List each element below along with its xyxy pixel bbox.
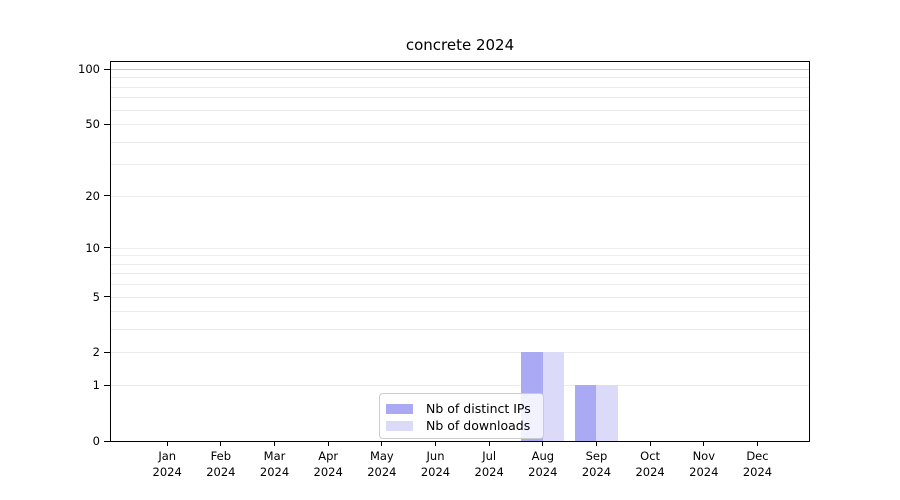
x-tick <box>381 441 383 446</box>
gridline <box>111 273 809 275</box>
bar-downloads-sep <box>596 385 618 441</box>
x-tick-label: Apr 2024 <box>313 449 343 479</box>
y-tick <box>104 440 110 442</box>
y-tick <box>104 247 110 249</box>
gridline <box>111 329 809 331</box>
bar-distinct-ips-sep <box>574 385 597 441</box>
x-tick <box>542 441 544 446</box>
gridline <box>111 385 809 387</box>
x-tick-label: Mar 2024 <box>259 449 290 479</box>
y-tick-label: 10 <box>85 240 100 255</box>
y-tick-label: 5 <box>92 289 100 304</box>
x-tick-label: Jan 2024 <box>152 449 182 479</box>
legend-item-distinct-ips: Nb of distinct IPs <box>386 400 537 417</box>
y-tick-label: 20 <box>85 188 100 203</box>
chart-title: concrete 2024 <box>405 36 515 54</box>
x-tick-label: Feb 2024 <box>206 449 236 479</box>
gridline <box>111 141 809 143</box>
gridline <box>111 296 809 298</box>
y-tick <box>104 351 110 353</box>
plot-area <box>110 61 810 442</box>
legend-label-downloads: Nb of downloads <box>426 417 531 433</box>
x-tick <box>488 441 490 446</box>
y-tick <box>104 296 110 298</box>
x-tick <box>595 441 597 446</box>
legend-swatch-distinct-ips <box>386 403 413 414</box>
gridline <box>111 97 809 99</box>
gridline <box>111 77 809 79</box>
x-tick <box>274 441 276 446</box>
gridline <box>111 124 809 126</box>
x-tick-label: Dec 2024 <box>742 449 773 479</box>
x-tick <box>756 441 758 446</box>
y-tick <box>104 384 110 386</box>
x-tick-label: Nov 2024 <box>689 449 719 479</box>
y-tick <box>104 68 110 70</box>
x-tick-label: Aug 2024 <box>528 449 558 479</box>
gridline <box>111 164 809 166</box>
x-tick-label: Sep 2024 <box>581 449 612 479</box>
gridline <box>111 195 809 197</box>
legend-swatch-downloads <box>386 420 413 431</box>
x-tick-label: Jun 2024 <box>420 449 451 479</box>
x-tick-label: Oct 2024 <box>635 449 665 479</box>
x-tick <box>649 441 651 446</box>
bar-downloads-aug <box>542 352 565 441</box>
y-tick-label: 1 <box>92 378 100 393</box>
y-tick-label: 2 <box>92 345 100 360</box>
y-tick-label: 50 <box>85 117 100 132</box>
gridline <box>111 86 809 88</box>
x-tick-label: Jul 2024 <box>474 449 504 479</box>
legend-label-distinct-ips: Nb of distinct IPs <box>426 400 531 416</box>
gridline <box>111 311 809 313</box>
x-tick <box>220 441 222 446</box>
gridline-major <box>111 69 809 70</box>
gridline <box>111 263 809 265</box>
x-tick-label: May 2024 <box>367 449 397 479</box>
x-tick <box>435 441 436 446</box>
legend-item-downloads: Nb of downloads <box>386 417 537 434</box>
gridline <box>111 247 809 249</box>
gridline <box>111 109 809 111</box>
legend: Nb of distinct IPs Nb of downloads <box>379 393 544 439</box>
y-tick-label: 100 <box>78 62 100 76</box>
x-tick <box>166 441 168 446</box>
gridline <box>111 352 809 354</box>
y-tick <box>104 195 110 197</box>
y-tick-label: 0 <box>92 434 100 448</box>
x-tick <box>327 441 329 446</box>
y-tick <box>104 123 110 125</box>
x-tick <box>703 441 705 446</box>
gridline <box>111 284 809 286</box>
gridline <box>111 255 809 257</box>
